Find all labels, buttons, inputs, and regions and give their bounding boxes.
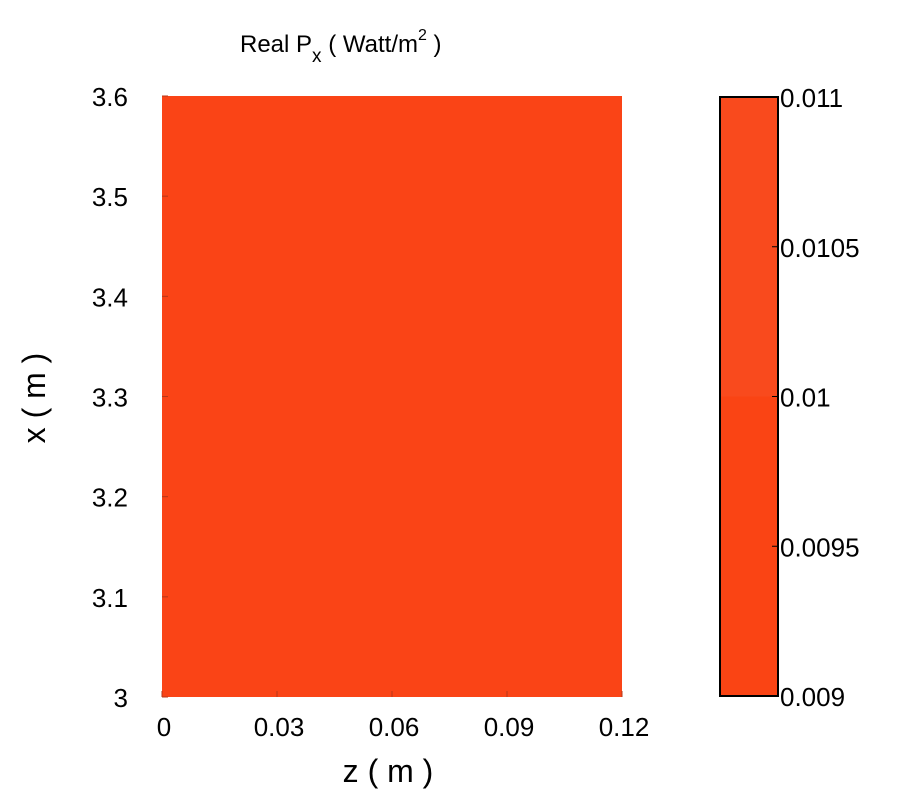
- x-axis-label: z ( m ): [343, 753, 434, 789]
- x-axis-ticks: 0 0.03 0.06 0.09 0.12: [157, 691, 650, 742]
- y-tick-label: 3.3: [92, 383, 128, 413]
- y-tick-label: 3.2: [92, 483, 128, 513]
- x-tick-label: 0: [157, 712, 171, 742]
- chart-title-superscript: 2: [418, 27, 427, 44]
- y-tick-label: 3.4: [92, 282, 128, 312]
- x-tick-label: 0.09: [484, 712, 535, 742]
- chart-title: Real Px ( Watt/m2 ): [240, 27, 442, 67]
- colorbar-ticks: 0.009 0.0095 0.01 0.0105 0.011: [772, 83, 860, 712]
- colorbar: [719, 96, 779, 697]
- x-tick-label: 0.03: [254, 712, 305, 742]
- heatmap-field: [162, 96, 622, 697]
- y-axis-label: x ( m ): [16, 353, 52, 444]
- colorbar-tick-label: 0.0105: [780, 233, 860, 263]
- y-tick-label: 3: [114, 683, 128, 713]
- colorbar-band: [720, 396, 778, 696]
- colorbar-tick-label: 0.01: [780, 383, 831, 413]
- colorbar-tick-label: 0.0095: [780, 532, 860, 562]
- chart-title-subscript: x: [312, 46, 322, 67]
- chart-title-units-close: ): [427, 31, 442, 58]
- plot-area: [162, 96, 622, 697]
- colorbar-band: [720, 97, 778, 397]
- x-tick-label: 0.12: [599, 712, 650, 742]
- chart-title-main: Real P: [240, 31, 312, 58]
- chart-title-units: ( Watt/m: [322, 31, 418, 58]
- y-tick-label: 3.5: [92, 182, 128, 212]
- x-tick-label: 0.06: [369, 712, 420, 742]
- y-axis-ticks: 3 3.1 3.2 3.3 3.4 3.5 3.6: [92, 82, 168, 713]
- colorbar-tick-label: 0.009: [780, 682, 845, 712]
- y-tick-label: 3.1: [92, 583, 128, 613]
- colorbar-tick-label: 0.011: [780, 83, 843, 113]
- y-tick-label: 3.6: [92, 82, 128, 112]
